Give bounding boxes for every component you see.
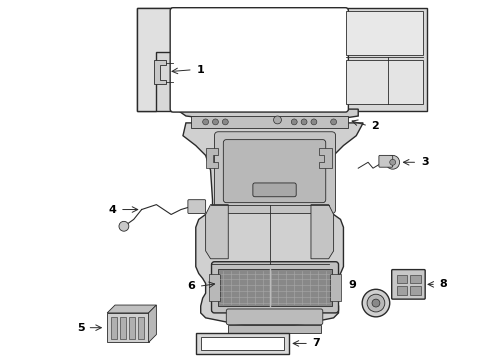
- Circle shape: [222, 119, 228, 125]
- Circle shape: [291, 119, 297, 125]
- Bar: [120, 317, 126, 338]
- Polygon shape: [137, 8, 176, 111]
- FancyBboxPatch shape: [215, 132, 336, 213]
- Circle shape: [372, 299, 380, 307]
- Bar: [209, 274, 221, 301]
- Circle shape: [362, 289, 390, 317]
- Polygon shape: [154, 60, 166, 85]
- FancyBboxPatch shape: [253, 183, 296, 197]
- Bar: [228, 325, 321, 333]
- Circle shape: [386, 156, 399, 169]
- Polygon shape: [206, 204, 228, 259]
- Text: 9: 9: [348, 280, 356, 291]
- Bar: [219, 269, 332, 306]
- Circle shape: [367, 294, 385, 312]
- Circle shape: [203, 119, 209, 125]
- FancyBboxPatch shape: [188, 200, 206, 213]
- Text: 7: 7: [312, 338, 319, 348]
- Text: 1: 1: [197, 65, 204, 75]
- Text: 8: 8: [439, 279, 447, 289]
- Circle shape: [301, 119, 307, 125]
- Text: 2: 2: [371, 121, 379, 131]
- Polygon shape: [311, 204, 334, 259]
- Polygon shape: [319, 148, 332, 168]
- Bar: [191, 116, 348, 128]
- Text: 3: 3: [421, 157, 429, 167]
- Circle shape: [311, 119, 317, 125]
- FancyBboxPatch shape: [392, 270, 425, 299]
- Polygon shape: [183, 123, 363, 325]
- Bar: [411, 275, 421, 283]
- Polygon shape: [206, 148, 219, 168]
- FancyBboxPatch shape: [223, 140, 326, 203]
- Text: 4: 4: [108, 204, 116, 215]
- Circle shape: [273, 116, 281, 124]
- FancyBboxPatch shape: [379, 156, 392, 167]
- Circle shape: [390, 159, 395, 165]
- Polygon shape: [148, 305, 156, 342]
- Bar: [129, 317, 135, 338]
- FancyBboxPatch shape: [170, 8, 348, 112]
- Text: 6: 6: [187, 281, 195, 291]
- Circle shape: [331, 119, 337, 125]
- Bar: [396, 275, 408, 283]
- Polygon shape: [107, 305, 156, 313]
- Bar: [196, 333, 289, 354]
- FancyBboxPatch shape: [212, 262, 339, 313]
- Bar: [107, 313, 148, 342]
- Bar: [346, 11, 423, 55]
- Polygon shape: [176, 109, 358, 123]
- Polygon shape: [137, 8, 427, 111]
- Bar: [411, 286, 421, 295]
- FancyBboxPatch shape: [226, 309, 323, 325]
- Bar: [396, 286, 408, 295]
- Circle shape: [213, 119, 219, 125]
- Bar: [201, 337, 284, 350]
- Bar: [111, 317, 117, 338]
- Text: 5: 5: [77, 323, 84, 333]
- Bar: [138, 317, 144, 338]
- Bar: [330, 274, 342, 301]
- Circle shape: [119, 221, 129, 231]
- Bar: [346, 60, 423, 104]
